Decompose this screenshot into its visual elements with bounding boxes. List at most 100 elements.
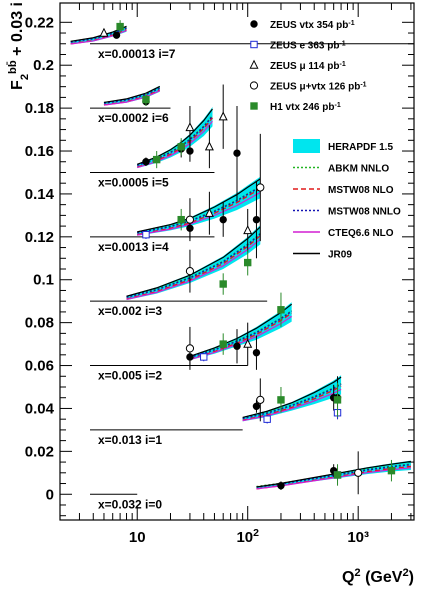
data-point xyxy=(243,338,253,348)
bin-label: x=0.032 i=0 xyxy=(98,497,162,511)
data-point xyxy=(219,280,227,288)
data-point xyxy=(116,22,124,31)
y-tick-label: 0.16 xyxy=(25,143,54,160)
data-point xyxy=(256,395,265,404)
bin-label: x=0.0002 i=6 xyxy=(98,111,169,125)
data-point xyxy=(277,306,285,314)
data-point xyxy=(277,481,285,490)
legend-marker xyxy=(249,59,259,69)
y-tick-label: 0.06 xyxy=(25,358,54,375)
data-point xyxy=(142,95,150,104)
cteq6-6-nlocurve xyxy=(126,238,261,301)
data-points-layer xyxy=(99,20,396,495)
mstw08-nnlocurve xyxy=(137,186,261,234)
bin-label: x=0.005 i=2 xyxy=(98,369,162,383)
data-point xyxy=(387,466,396,475)
mstw08-nlocurve xyxy=(242,385,342,421)
cteq6-6-nlocurve xyxy=(103,90,161,106)
mstw08-nlocurve xyxy=(189,312,293,360)
cteq6-6-nlocurve xyxy=(137,191,261,236)
herapdf-band xyxy=(70,25,127,45)
bin-label: x=0.002 i=3 xyxy=(98,304,162,318)
bin-label: x=0.0005 i=5 xyxy=(98,175,169,189)
y-tick-label: 0.14 xyxy=(25,186,55,203)
jr09curve xyxy=(103,85,161,104)
data-point xyxy=(142,230,150,239)
x-tick-label: 10³ xyxy=(347,529,369,546)
legend-label: ZEUS vtx 354 pb-1 xyxy=(270,20,355,32)
y-axis-title: F2bb̄ + 0.03 i xyxy=(7,2,31,90)
jr09curve xyxy=(126,226,261,297)
data-point xyxy=(277,396,285,404)
y-tick-label: 0.22 xyxy=(25,14,54,31)
data-point xyxy=(252,348,261,357)
legend-label: HERAPDF 1.5 xyxy=(328,142,393,153)
mstw08-nnlocurve xyxy=(189,310,293,359)
y-tick-label: 0.08 xyxy=(25,315,54,332)
data-point xyxy=(333,471,342,479)
y-tick-label: 0.02 xyxy=(25,443,54,460)
legend-label: ZEUS μ+vtx 126 pb-1 xyxy=(270,81,367,93)
data-point xyxy=(152,155,161,164)
legend-label: MSTW08 NLO xyxy=(328,185,394,196)
bin-label: x=0.013 i=1 xyxy=(98,433,162,447)
data-point xyxy=(177,215,185,224)
y-tick-label: 0.12 xyxy=(25,229,54,246)
legend-label: H1 vtx 246 pb-1 xyxy=(270,102,341,114)
data-point xyxy=(233,342,241,350)
data-point xyxy=(204,207,214,217)
legend-label: ZEUS μ 114 pb-1 xyxy=(270,61,346,73)
legend-label: CTEQ6.6 NLO xyxy=(328,228,394,239)
legend-marker xyxy=(249,81,259,90)
legend-label: JR09 xyxy=(328,250,352,261)
data-point xyxy=(219,215,227,224)
data-point xyxy=(218,111,228,121)
legend-band-swatch xyxy=(293,139,320,153)
data-point xyxy=(263,415,271,423)
y-tick-label: 0.2 xyxy=(33,57,54,74)
axes-layer: 0 0.02 0.04 0.06 0.08 0.1 0.12 0.14 0.16 0.18 0.2 0… xyxy=(25,3,414,546)
mstw08-nnlocurve xyxy=(242,383,342,420)
y-tick-label: 0.1 xyxy=(33,272,54,289)
legend-marker xyxy=(250,40,258,49)
data-point xyxy=(185,267,195,276)
bin-label: x=0.00013 i=7 xyxy=(98,47,176,61)
data-point xyxy=(252,402,261,411)
data-point xyxy=(233,149,241,157)
data-point xyxy=(185,122,195,132)
mstw08-nnlocurve xyxy=(126,233,261,299)
jr09curve xyxy=(137,178,261,233)
legend-label: ZEUS e 363 pb-1 xyxy=(270,40,346,52)
legend: ZEUS vtx 354 pb-1 ZEUS e 363 pb-1 ZEUS μ 1… xyxy=(249,20,401,261)
data-point xyxy=(142,158,150,166)
legend-marker xyxy=(250,102,258,110)
legend-label: ABKM NNLO xyxy=(328,164,389,175)
data-point xyxy=(219,340,227,348)
data-point xyxy=(244,258,252,267)
mstw08-nnlocurve xyxy=(103,87,161,104)
x-axis-title: Q2 (GeV2) xyxy=(342,567,414,586)
x-tick-label: 102 xyxy=(236,527,259,546)
data-point xyxy=(204,141,214,151)
data-point xyxy=(333,396,342,404)
data-point xyxy=(354,468,363,477)
legend-marker xyxy=(250,20,258,28)
x-tick-label: 10 xyxy=(129,529,146,546)
data-point xyxy=(112,31,121,39)
data-point xyxy=(200,353,208,361)
mstw08-nlocurve xyxy=(126,235,261,300)
data-point xyxy=(256,183,265,192)
cteq6-6-nlocurve xyxy=(242,388,342,422)
y-tick-label: 0.18 xyxy=(25,100,54,117)
data-point xyxy=(252,215,261,224)
data-point xyxy=(243,225,253,235)
data-point xyxy=(185,344,195,353)
data-point xyxy=(177,143,185,151)
mstw08-nlocurve xyxy=(137,187,261,236)
legend-label: MSTW08 NNLO xyxy=(328,207,401,218)
jr09curve xyxy=(242,376,342,419)
y-tick-label: 0 xyxy=(46,486,54,503)
data-point xyxy=(99,27,109,37)
